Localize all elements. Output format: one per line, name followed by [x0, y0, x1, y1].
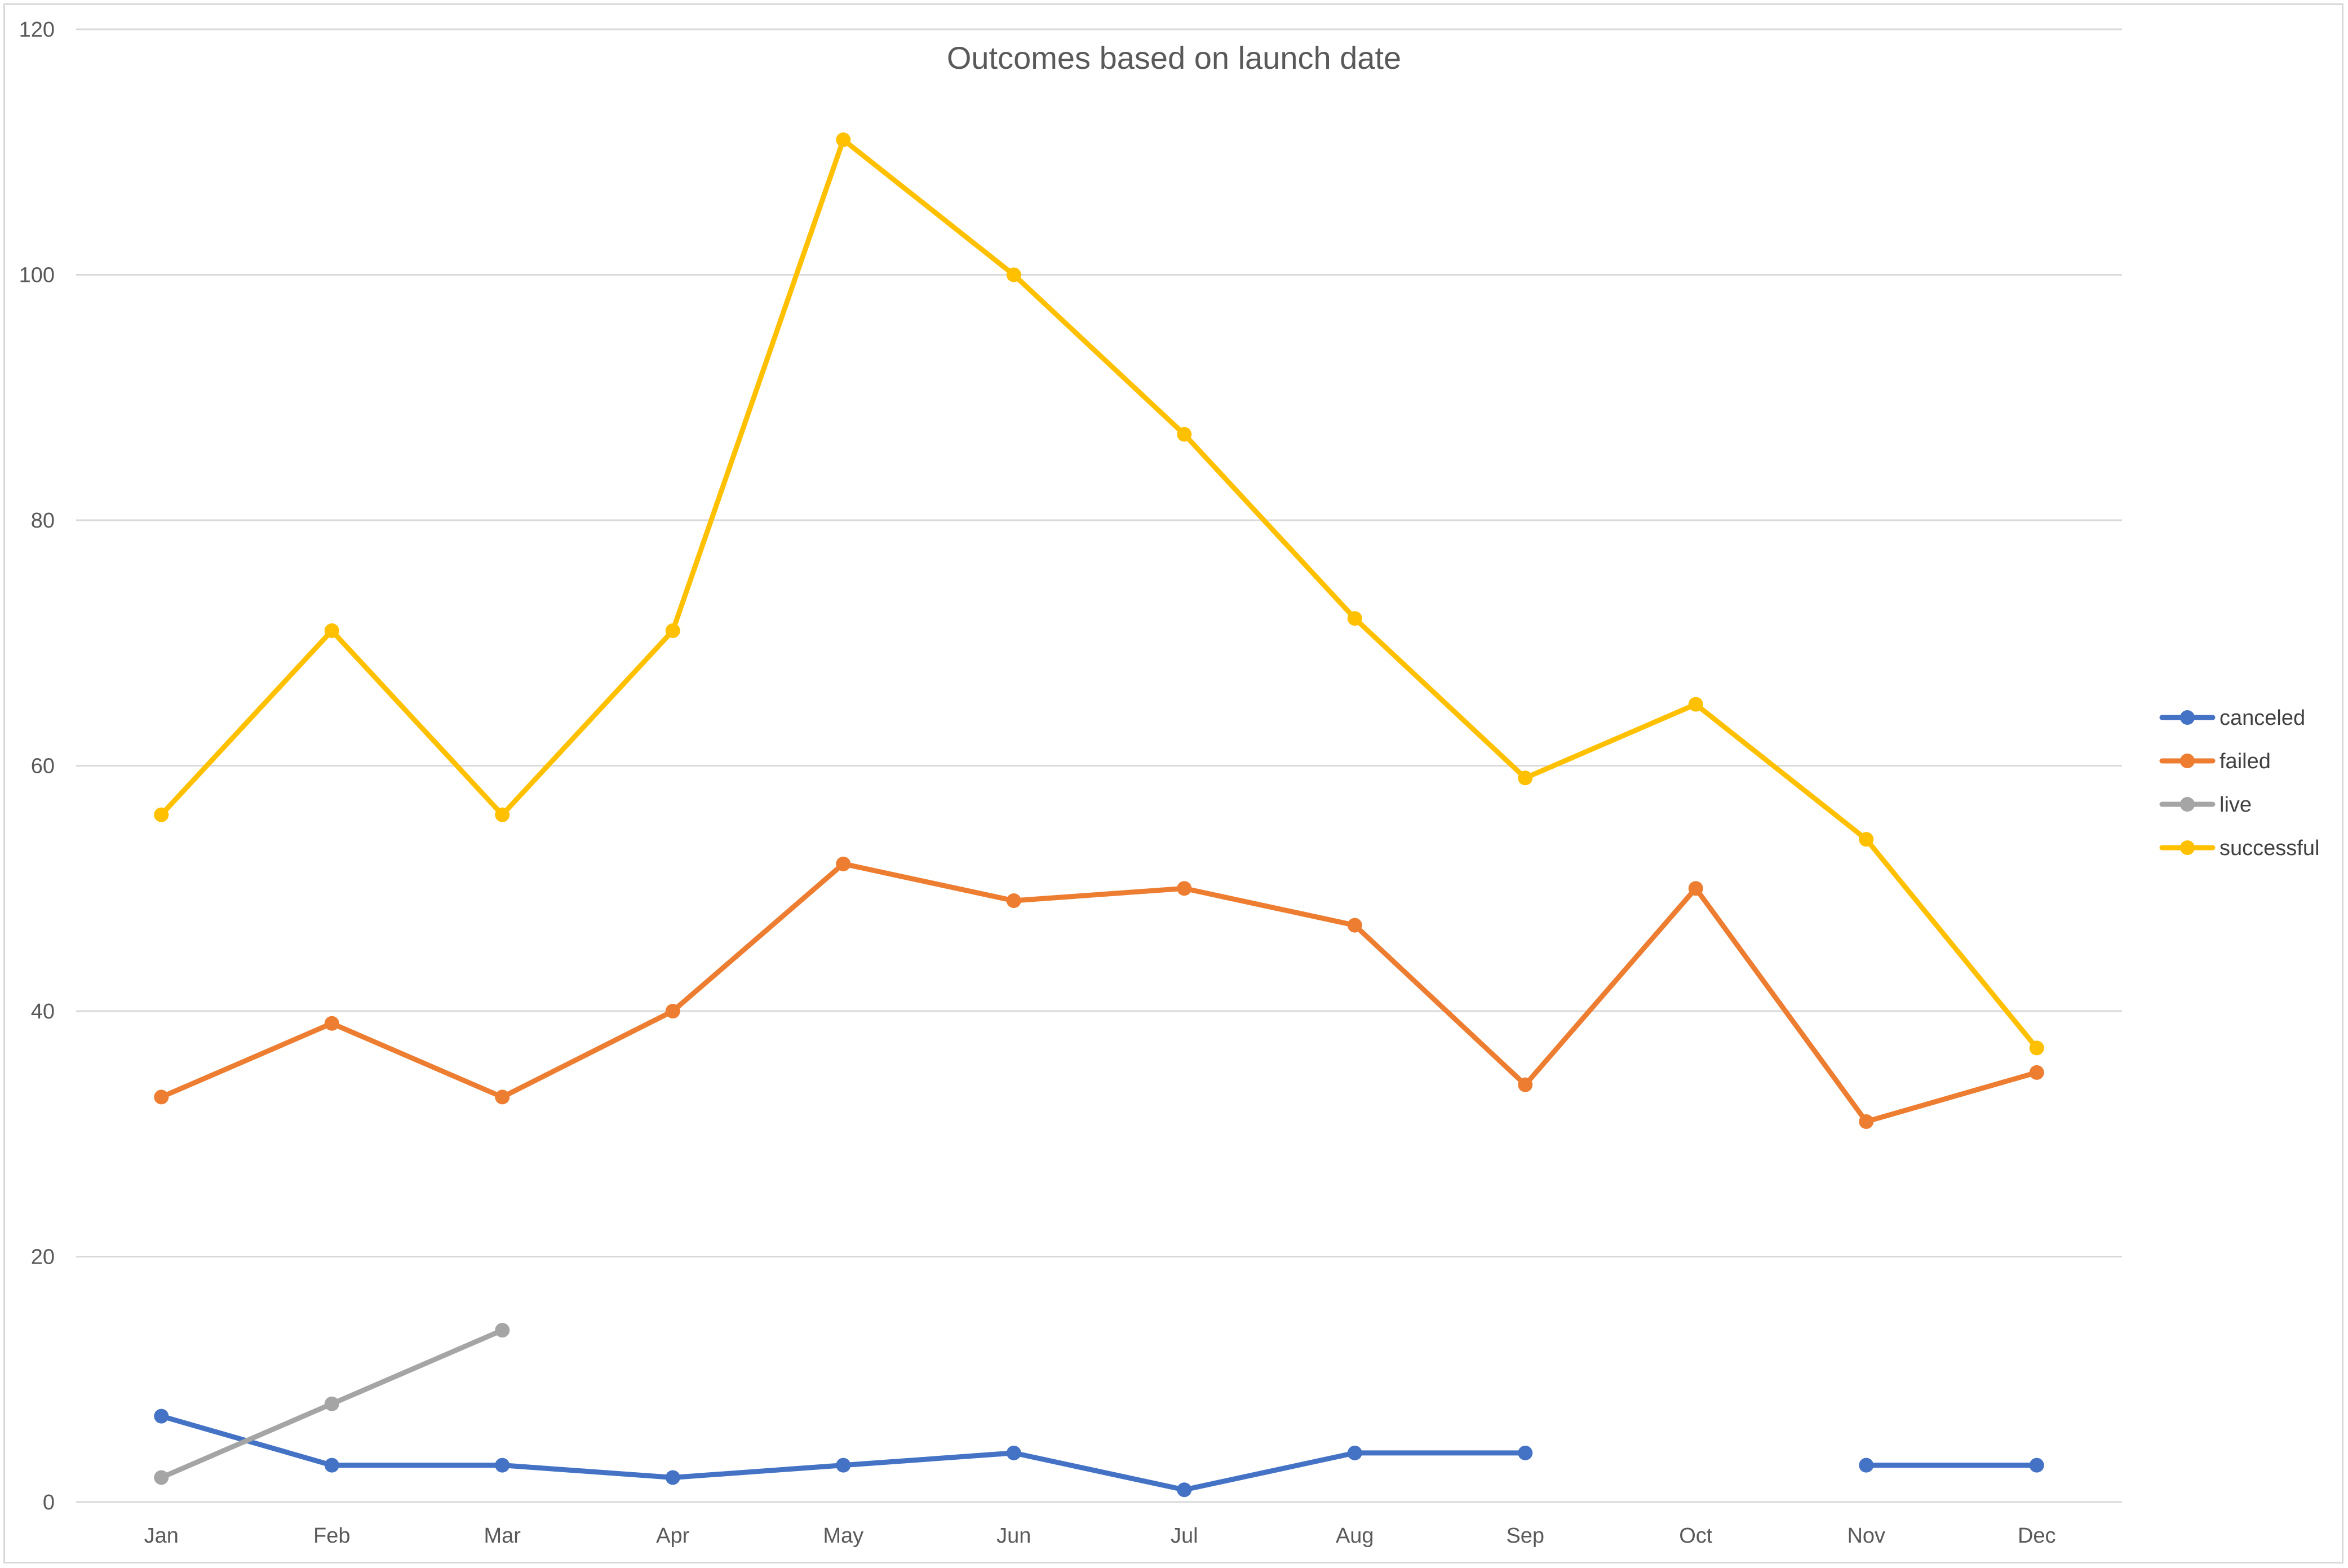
x-tick-label: Jun [996, 1524, 1031, 1548]
x-tick-label: Jan [144, 1524, 179, 1548]
data-point-failed-apr [665, 1004, 680, 1018]
data-point-failed-mar [495, 1089, 510, 1105]
x-tick-label: Feb [313, 1524, 350, 1548]
legend: canceled failed live successful [2159, 706, 2319, 860]
data-point-canceled-nov [1859, 1458, 1874, 1473]
data-point-failed-dec [2029, 1065, 2044, 1080]
legend-marker [2180, 710, 2195, 725]
legend-marker [2180, 797, 2195, 812]
data-point-successful-jun [1006, 267, 1021, 282]
data-point-canceled-apr [665, 1470, 680, 1485]
data-point-failed-oct [1688, 881, 1703, 896]
series-line-successful [158, 137, 2040, 1051]
data-point-failed-nov [1859, 1114, 1874, 1129]
data-point-successful-jul [1177, 427, 1192, 442]
legend-item-canceled: canceled [2159, 706, 2305, 730]
x-tick-label: Mar [484, 1524, 521, 1548]
data-point-successful-feb [324, 623, 339, 638]
x-tick-label: Oct [1679, 1524, 1713, 1548]
data-point-failed-sep [1518, 1077, 1533, 1092]
legend-label: canceled [2219, 706, 2305, 730]
data-point-live-feb [324, 1396, 339, 1411]
y-tick-label: 100 [19, 264, 55, 287]
x-axis-ticks: Jan Feb Mar Apr May Jun Jul Aug Sep Oct Nov Dec [144, 1524, 2056, 1548]
series-group [154, 132, 2044, 1498]
data-point-canceled-sep [1518, 1445, 1533, 1460]
data-point-failed-may [836, 856, 851, 871]
legend-label: failed [2219, 750, 2271, 773]
x-tick-label: Nov [1847, 1524, 1885, 1548]
data-point-successful-aug [1347, 611, 1362, 626]
data-point-canceled-jul [1177, 1482, 1192, 1498]
series-line-failed [158, 861, 2040, 1124]
data-point-canceled-aug [1347, 1445, 1362, 1460]
data-point-successful-nov [1859, 832, 1874, 847]
data-point-successful-mar [495, 807, 510, 822]
data-point-successful-oct [1688, 697, 1703, 712]
y-tick-label: 60 [31, 755, 55, 778]
y-tick-label: 20 [31, 1246, 55, 1269]
legend-marker [2180, 754, 2195, 768]
data-point-canceled-dec [2029, 1458, 2044, 1473]
data-point-failed-aug [1347, 918, 1362, 933]
chart-title: Outcomes based on launch date [947, 40, 1401, 76]
legend-item-live: live [2159, 793, 2252, 817]
data-point-failed-jun [1006, 893, 1021, 909]
series-successful [154, 132, 2044, 1056]
legend-label: live [2219, 793, 2252, 817]
x-tick-label: Aug [1336, 1524, 1374, 1548]
data-point-canceled-jun [1006, 1445, 1021, 1460]
x-tick-label: Dec [2018, 1524, 2056, 1548]
data-point-canceled-mar [495, 1458, 510, 1473]
series-line-canceled [158, 1414, 1528, 1492]
x-tick-label: Apr [656, 1524, 689, 1548]
data-point-failed-jul [1177, 881, 1192, 896]
data-point-successful-jan [154, 807, 169, 822]
data-point-failed-jan [154, 1089, 169, 1105]
series-canceled [154, 1408, 2044, 1498]
gridlines [76, 28, 2122, 1503]
series-failed [154, 856, 2044, 1129]
x-tick-label: May [823, 1524, 863, 1548]
chart-frame [3, 3, 2343, 1563]
y-tick-label: 0 [43, 1491, 55, 1514]
data-point-live-jan [154, 1470, 169, 1485]
data-point-failed-feb [324, 1016, 339, 1031]
x-tick-label: Sep [1506, 1524, 1544, 1548]
x-tick-label: Jul [1171, 1524, 1198, 1548]
y-tick-label: 80 [31, 509, 55, 533]
legend-item-successful: successful [2159, 836, 2319, 860]
data-point-canceled-jan [154, 1408, 169, 1424]
y-axis-ticks: 0 20 40 60 80 100 120 [19, 18, 55, 1514]
y-tick-label: 120 [19, 18, 55, 42]
legend-marker [2180, 840, 2195, 855]
data-point-canceled-feb [324, 1458, 339, 1473]
y-tick-label: 40 [31, 1000, 55, 1024]
series-live [154, 1323, 510, 1485]
data-point-successful-apr [665, 623, 680, 638]
data-point-live-mar [495, 1323, 510, 1338]
legend-item-failed: failed [2159, 750, 2271, 773]
data-point-successful-sep [1518, 770, 1533, 786]
data-point-successful-dec [2029, 1040, 2044, 1056]
data-point-successful-may [836, 132, 851, 147]
data-point-canceled-may [836, 1458, 851, 1473]
legend-label: successful [2219, 836, 2319, 860]
